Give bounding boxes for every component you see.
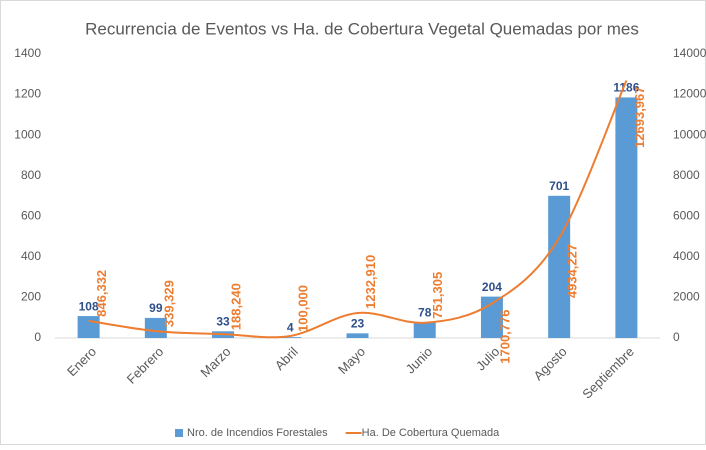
y-tick-label: 0 <box>34 330 41 344</box>
bar <box>77 316 100 338</box>
y2-tick-label: 8000 <box>673 168 700 182</box>
y2-tick-label: 0 <box>673 330 680 344</box>
bar <box>615 97 638 338</box>
y-tick-label: 600 <box>21 208 41 222</box>
line-value-label: 12693,967 <box>632 86 647 147</box>
chart-title: Recurrencia de Eventos vs Ha. de Cobertu… <box>85 19 639 38</box>
line-value-label: 4934,227 <box>565 244 580 298</box>
bar <box>548 195 571 338</box>
y-tick-label: 200 <box>21 290 41 304</box>
line-value-label: 188,240 <box>228 283 243 330</box>
line <box>88 80 628 339</box>
bar <box>413 322 436 338</box>
y-tick-label: 800 <box>21 168 41 182</box>
line-value-label: 339,329 <box>161 280 176 327</box>
bar <box>144 317 167 338</box>
line-value-label: 846,332 <box>94 270 109 317</box>
bar-value-label: 99 <box>149 301 163 315</box>
bar-value-label: 33 <box>216 314 230 328</box>
bar-value-label: 23 <box>351 317 365 331</box>
y2-tick-label: 12000 <box>673 87 706 101</box>
bar-value-label: 1186 <box>613 81 639 95</box>
y2-tick-label: 10000 <box>673 127 706 141</box>
line-value-label: 100,000 <box>296 285 311 332</box>
bar-value-label: 701 <box>549 179 569 193</box>
line-value-label: 1232,910 <box>363 255 378 309</box>
line-value-label: 751,305 <box>430 272 445 319</box>
bar <box>346 333 369 338</box>
y-tick-label: 1000 <box>14 127 41 141</box>
y-tick-label: 1200 <box>14 87 41 101</box>
bar-value-label: 108 <box>79 299 99 313</box>
legend-label: Ha. De Cobertura Quemada <box>362 427 500 439</box>
y-tick-label: 400 <box>21 249 41 263</box>
legend-label: Nro. de Incendios Forestales <box>187 427 328 439</box>
line-value-label: 1700,776 <box>497 309 512 363</box>
y2-tick-label: 6000 <box>673 208 700 222</box>
bar-value-label: 78 <box>418 305 432 319</box>
legend-swatch <box>175 429 183 437</box>
y2-tick-label: 4000 <box>673 249 700 263</box>
bar-value-label: 4 <box>287 320 294 334</box>
y-tick-label: 1400 <box>14 46 41 60</box>
y2-tick-label: 14000 <box>673 46 706 60</box>
bar-value-label: 204 <box>482 280 502 294</box>
y2-tick-label: 2000 <box>673 290 700 304</box>
bar <box>279 337 302 338</box>
